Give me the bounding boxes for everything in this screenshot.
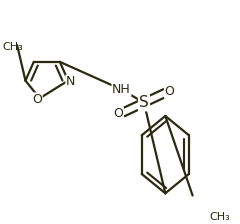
Text: O: O <box>114 107 123 120</box>
Text: O: O <box>165 85 174 98</box>
Text: S: S <box>139 95 149 110</box>
Text: O: O <box>32 93 42 106</box>
Text: CH₃: CH₃ <box>2 43 23 52</box>
Text: N: N <box>66 75 75 88</box>
Text: NH: NH <box>112 83 131 96</box>
Text: CH₃: CH₃ <box>210 212 230 222</box>
